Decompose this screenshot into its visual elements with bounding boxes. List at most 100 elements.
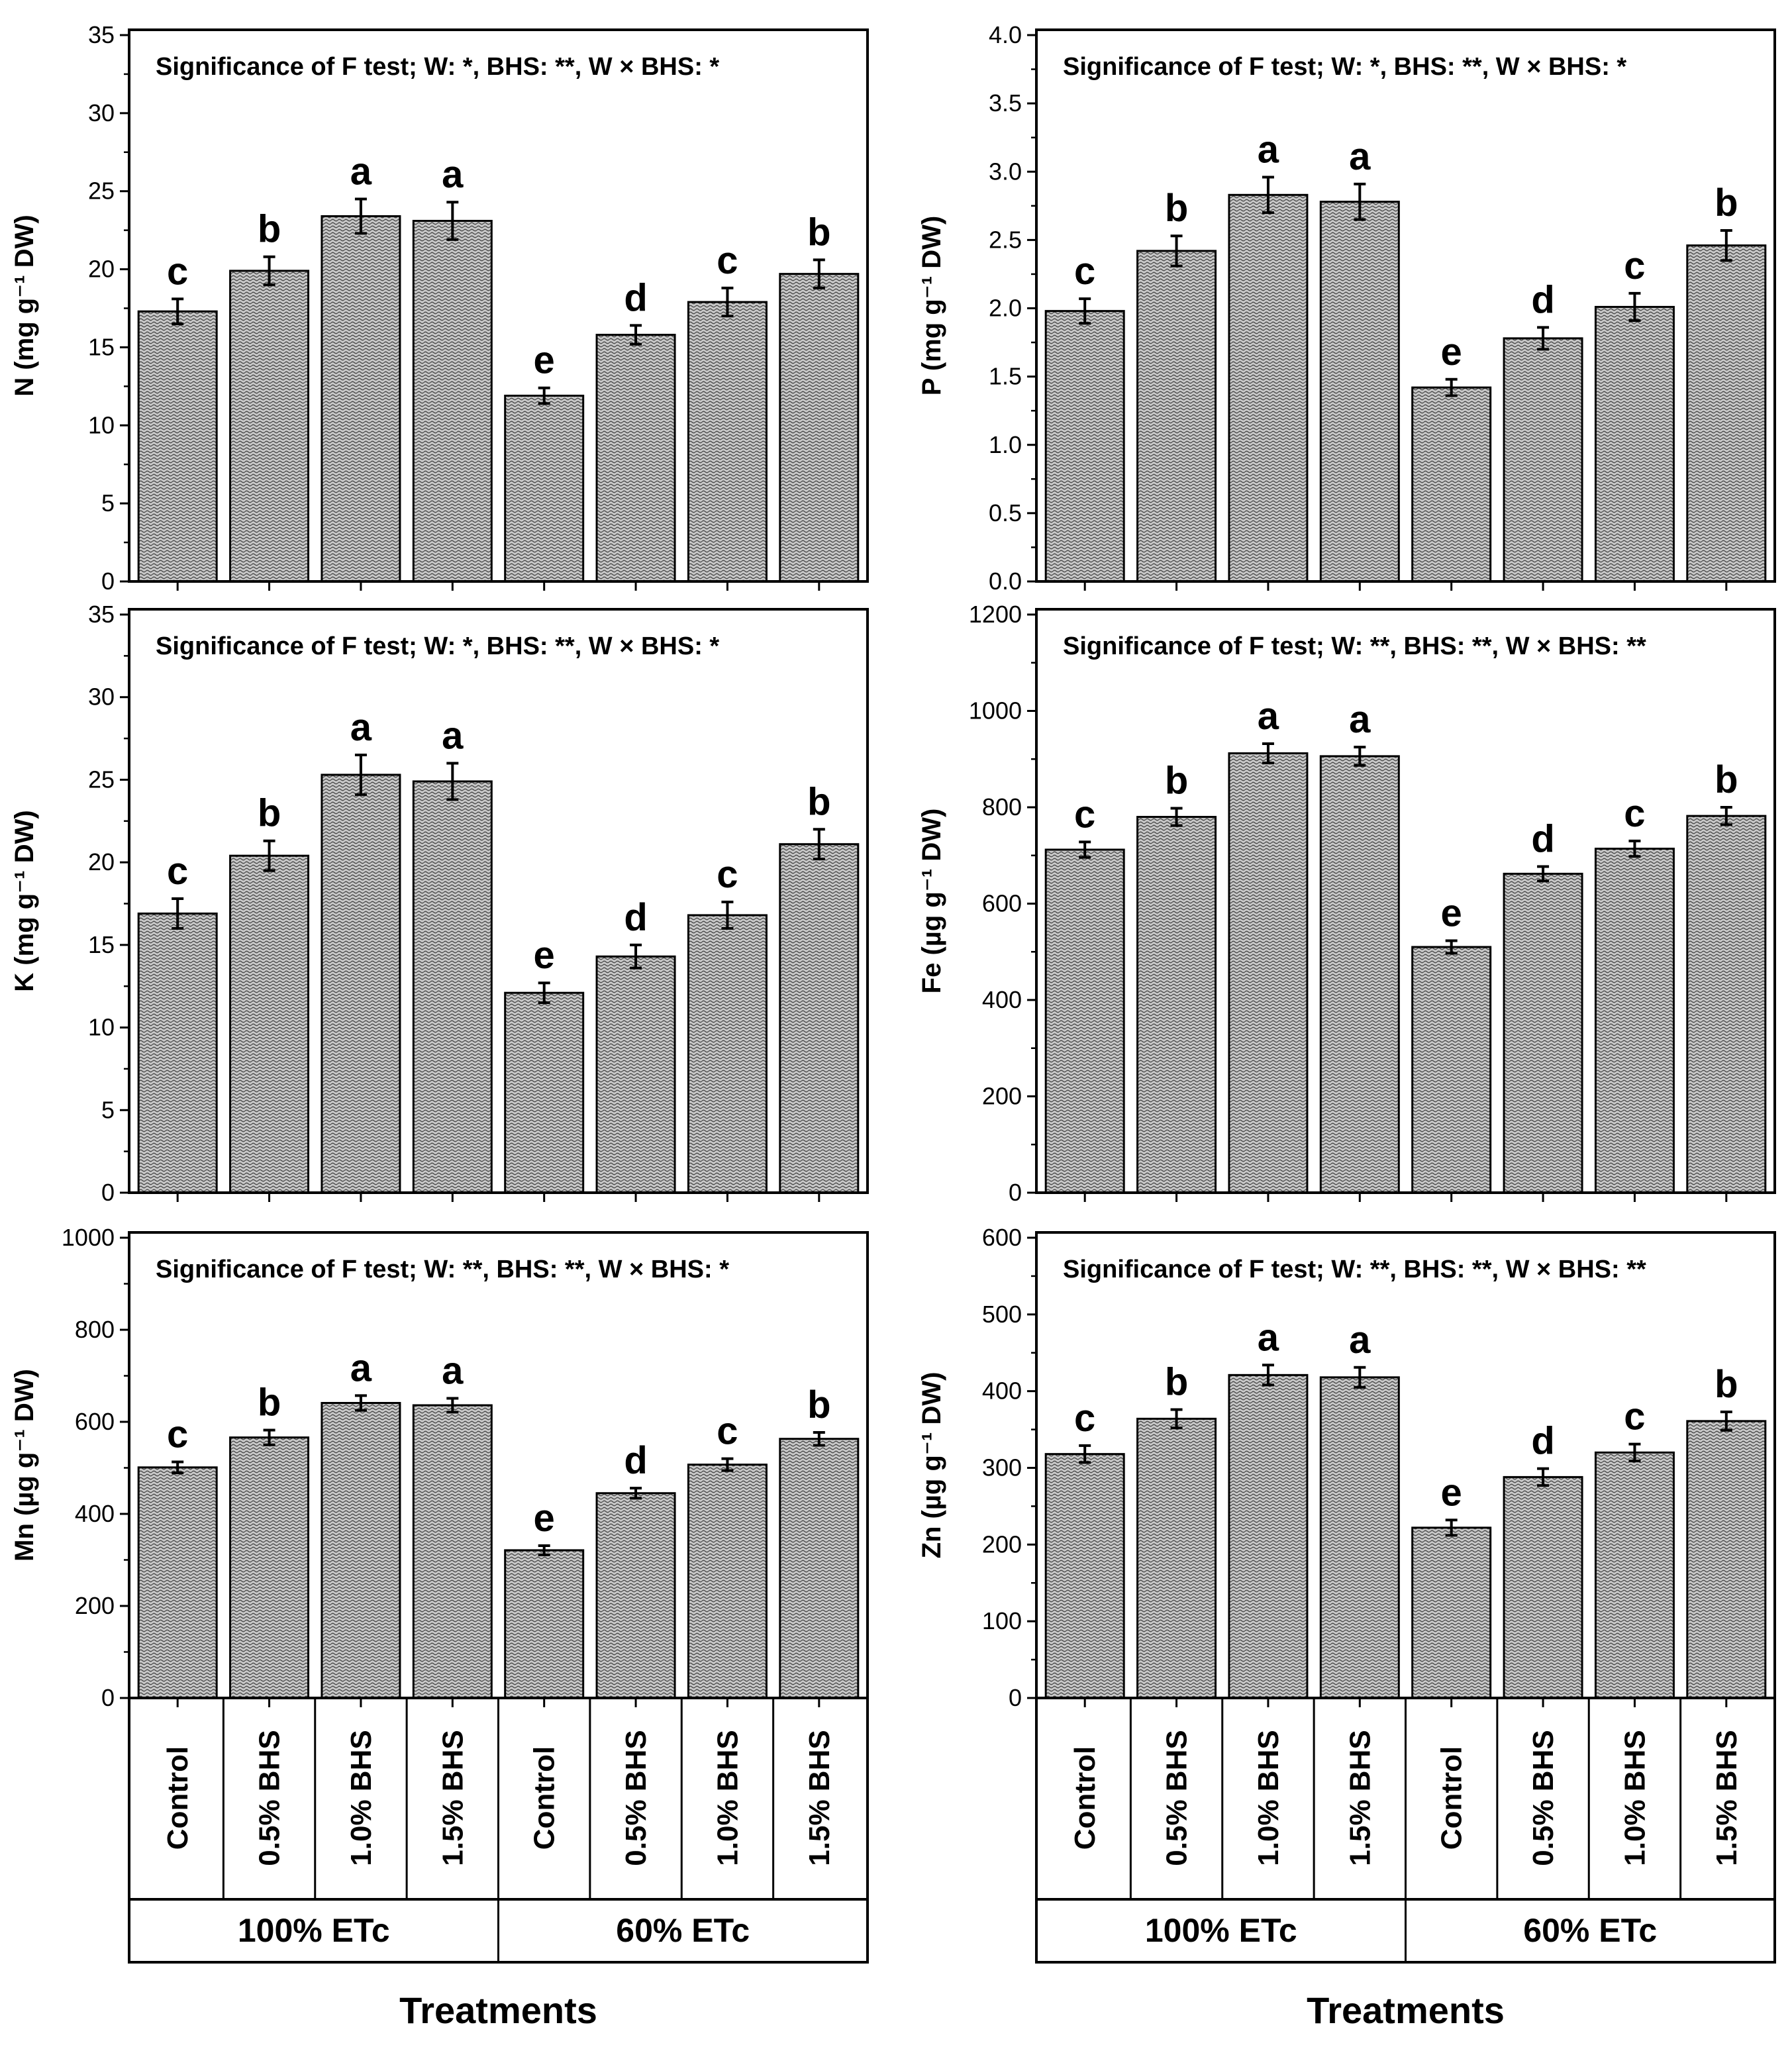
bar xyxy=(1411,1526,1492,1699)
x-axis-table-right: Control 0.5% BHS 1.0% BHS 1.5% BHS Control 0.… xyxy=(1035,1697,1776,2031)
y-tick-label: 200 xyxy=(75,1592,115,1619)
y-tick-label: 30 xyxy=(88,683,115,711)
significance-letter: a xyxy=(442,1350,464,1393)
y-tick-label: 1000 xyxy=(969,697,1022,724)
category-label: 1.5% BHS xyxy=(436,1730,469,1866)
y-tick-label: 0 xyxy=(1009,1179,1022,1206)
significance-letter: a xyxy=(1349,135,1371,178)
significance-letter: d xyxy=(624,276,647,319)
y-tick-label: 1000 xyxy=(62,1224,115,1251)
significance-letter: c xyxy=(1074,1397,1095,1440)
y-tick-label: 15 xyxy=(88,931,115,958)
y-tick-label: 5 xyxy=(101,489,115,517)
bar xyxy=(1228,193,1309,583)
y-tick-label: 25 xyxy=(88,766,115,793)
chart-panel-1: c b a a e d c b 0 5 10 15 20 25 30 35 Significance of F … xyxy=(10,21,869,595)
bar xyxy=(1228,752,1309,1194)
y-tick-label: 400 xyxy=(982,1377,1022,1405)
category-label: 1.0% BHS xyxy=(1618,1730,1651,1866)
y-tick-label: 200 xyxy=(982,1530,1022,1558)
plot-frame xyxy=(128,28,869,583)
significance-letter: b xyxy=(807,780,830,823)
significance-letter: b xyxy=(1715,181,1738,224)
significance-letter: a xyxy=(1258,695,1279,738)
category-label: 0.5% BHS xyxy=(620,1730,652,1866)
category-label: 0.5% BHS xyxy=(1527,1730,1560,1866)
y-tick-label: 600 xyxy=(982,1224,1022,1251)
significance-letter: e xyxy=(534,339,555,382)
chart-title: Significance of F test; W: **, BHS: **, … xyxy=(1063,632,1646,660)
significance-letter: a xyxy=(1349,1319,1371,1362)
bar xyxy=(687,1464,768,1699)
significance-letter: b xyxy=(1165,1360,1188,1403)
significance-letter: d xyxy=(1531,278,1554,321)
y-tick-label: 800 xyxy=(982,793,1022,821)
bar xyxy=(779,1438,860,1699)
y-tick-label: 600 xyxy=(982,890,1022,917)
significance-letter: c xyxy=(1624,792,1645,835)
significance-letter: c xyxy=(1624,1395,1645,1438)
bar xyxy=(1411,386,1492,583)
y-axis-title: Zn (µg g⁻¹ DW) xyxy=(917,1372,946,1559)
y-tick-label: 400 xyxy=(75,1500,115,1527)
chart-title: Significance of F test; W: **, BHS: **, … xyxy=(156,1256,729,1283)
y-tick-label: 0.0 xyxy=(989,568,1022,595)
y-tick-label: 400 xyxy=(982,986,1022,1013)
group-label-60-etc: 60% ETc xyxy=(1523,1912,1657,1949)
category-label: 1.5% BHS xyxy=(803,1730,836,1866)
plot-frame xyxy=(1035,28,1776,583)
bar xyxy=(779,843,860,1194)
bar xyxy=(1136,816,1217,1194)
bar xyxy=(595,1492,676,1699)
y-tick-label: 0 xyxy=(101,1684,115,1711)
significance-letter: b xyxy=(258,792,281,835)
category-label: 1.0% BHS xyxy=(345,1730,377,1866)
bar xyxy=(1228,1373,1309,1699)
bar xyxy=(779,273,860,583)
bar xyxy=(595,955,676,1194)
significance-letter: c xyxy=(1074,250,1095,293)
y-tick-label: 30 xyxy=(88,99,115,126)
y-tick-label: 3.5 xyxy=(989,89,1022,117)
significance-letter: b xyxy=(1715,1363,1738,1406)
chart-title: Significance of F test; W: *, BHS: **, W… xyxy=(1063,53,1626,81)
significance-letter: a xyxy=(350,150,372,193)
y-tick-label: 5 xyxy=(101,1096,115,1123)
chart-panel-3: c b a a e d c b 0 5 10 15 20 25 30 35 Significance of F … xyxy=(10,601,869,1206)
significance-letter: a xyxy=(350,1346,372,1389)
bar xyxy=(1044,310,1125,583)
significance-letter: e xyxy=(534,1497,555,1540)
category-label: 0.5% BHS xyxy=(254,1730,286,1866)
chart-panel-6: c b a a e d c b 0 100 200 300 400 500 600 Significance … xyxy=(917,1224,1776,1711)
significance-letter: b xyxy=(258,208,281,251)
y-tick-label: 200 xyxy=(982,1083,1022,1110)
category-label: 0.5% BHS xyxy=(1161,1730,1193,1866)
chart-title: Significance of F test; W: *, BHS: **, W… xyxy=(156,632,719,660)
bar xyxy=(1686,815,1767,1194)
significance-letter: c xyxy=(167,250,188,293)
y-tick-label: 1200 xyxy=(969,601,1022,628)
bar xyxy=(504,395,585,583)
group-label-100-etc: 100% ETc xyxy=(1145,1912,1297,1949)
y-tick-label: 2.5 xyxy=(989,226,1022,253)
bar xyxy=(137,912,218,1194)
significance-letter: b xyxy=(258,1381,281,1424)
y-tick-label: 1.5 xyxy=(989,363,1022,390)
plot-frame xyxy=(128,608,869,1194)
bar xyxy=(1594,848,1675,1194)
y-tick-label: 600 xyxy=(75,1408,115,1435)
y-tick-label: 35 xyxy=(88,21,115,48)
y-tick-label: 300 xyxy=(982,1454,1022,1481)
y-tick-label: 100 xyxy=(982,1607,1022,1634)
bar xyxy=(229,270,310,583)
y-tick-label: 25 xyxy=(88,177,115,205)
significance-letter: d xyxy=(624,1439,647,1482)
category-label: 1.0% BHS xyxy=(1252,1730,1285,1866)
y-tick-label: 15 xyxy=(88,333,115,360)
bar xyxy=(504,991,585,1194)
y-axis-title: Mn (µg g⁻¹ DW) xyxy=(10,1369,39,1562)
category-label: 1.5% BHS xyxy=(1344,1730,1376,1866)
bar xyxy=(137,310,218,583)
chart-title: Significance of F test; W: *, BHS: **, W… xyxy=(156,53,719,81)
